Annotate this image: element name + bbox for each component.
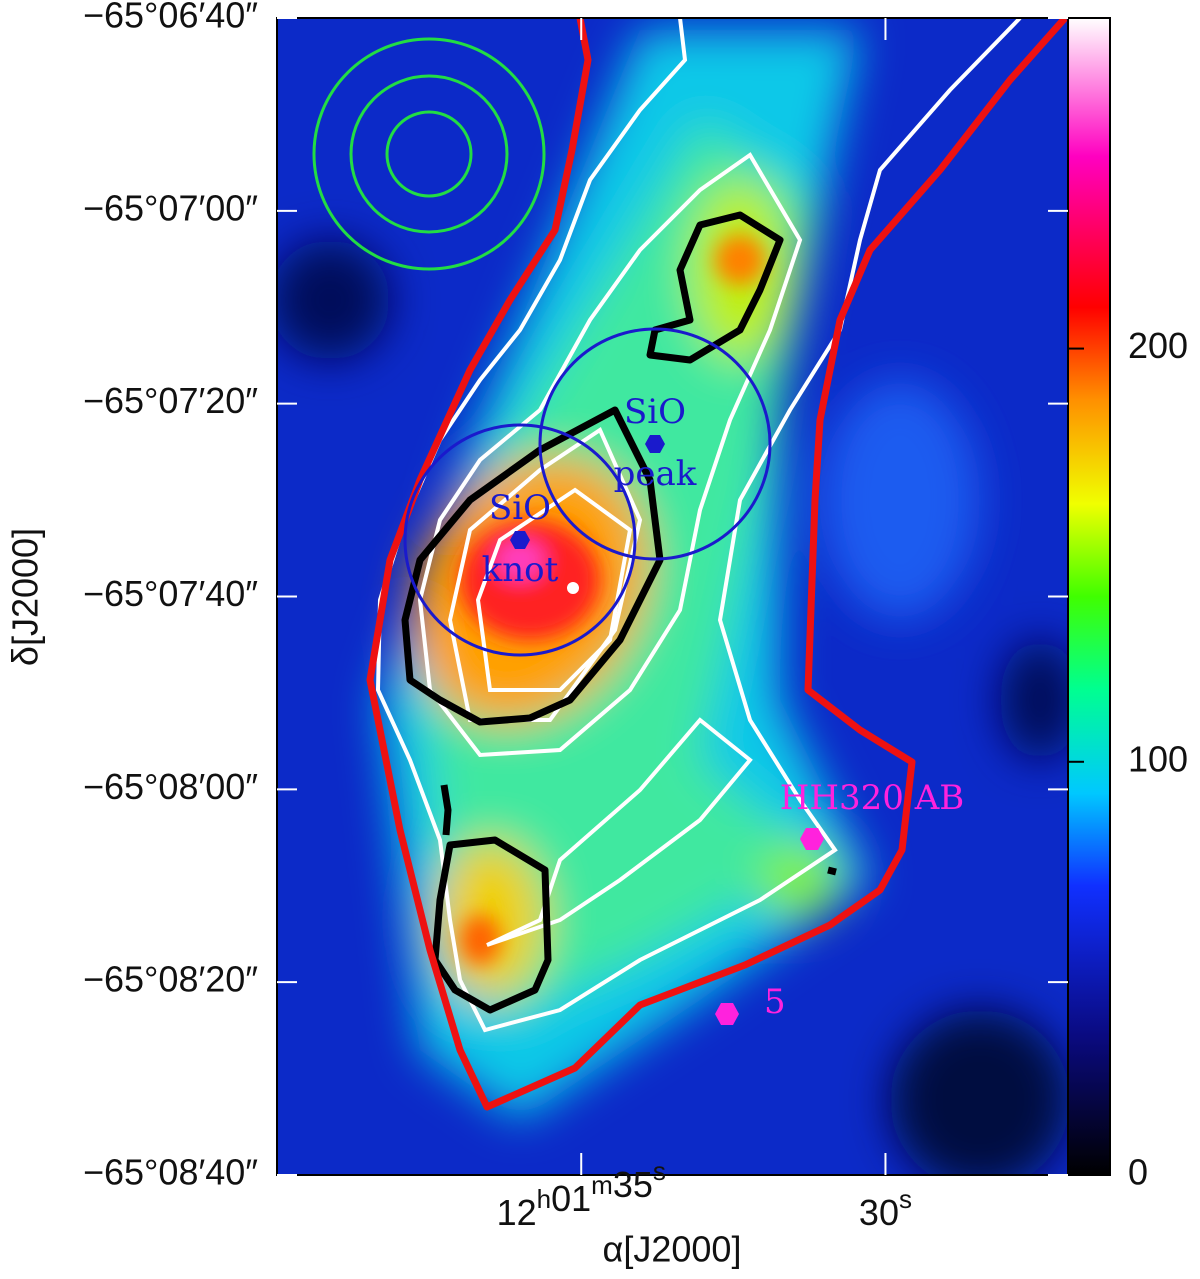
markers: [510, 435, 824, 1025]
annotation: HH320 AB: [780, 778, 965, 818]
annotation: knot: [482, 550, 559, 590]
colorbar: [1067, 17, 1111, 1176]
annotation: 5: [764, 982, 786, 1022]
y-tick-label: −65°07′00″: [83, 187, 258, 228]
colorbar-tick-label: 0: [1128, 1152, 1148, 1193]
colorbar-tick-label: 100: [1128, 738, 1188, 779]
annotation: SiO: [624, 392, 686, 432]
y-axis-label: δ[J2000]: [5, 528, 46, 666]
y-tick-label: −65°07′20″: [83, 380, 258, 421]
y-tick-label: −65°08′20″: [83, 959, 258, 1000]
y-tick-label: −65°08′40″: [83, 1152, 258, 1193]
colorbar-tick-label: 200: [1128, 325, 1188, 366]
x-tick-label: 30s: [859, 1184, 912, 1233]
y-tick-label: −65°08′00″: [83, 766, 258, 807]
intensity-map: [277, 18, 1068, 1175]
x-axis-label: α[J2000]: [603, 1229, 742, 1270]
x-tick-label: 12h01m35s: [497, 1156, 666, 1233]
annotation: peak: [614, 454, 697, 494]
y-tick-label: −65°07′40″: [83, 573, 258, 614]
annotation: SiO: [489, 488, 551, 528]
y-tick-label: −65°06′40″: [83, 0, 258, 36]
